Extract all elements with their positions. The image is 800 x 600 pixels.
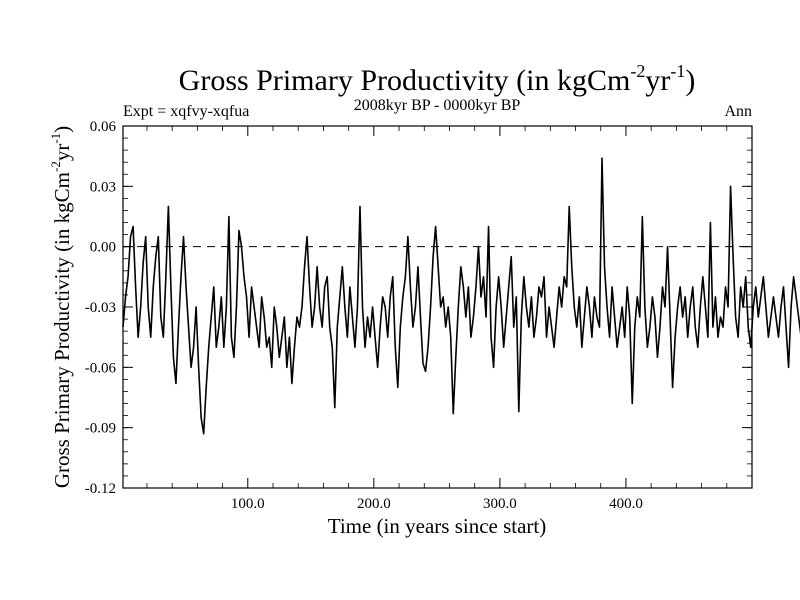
y-tick-label: 0.00: [90, 240, 116, 256]
x-tick-labels: 100.0 200.0 300.0 400.0: [231, 496, 643, 512]
y-tick-label: 0.06: [90, 119, 117, 135]
x-tick-label: 200.0: [357, 496, 391, 512]
y-tick-label: -0.12: [85, 481, 116, 497]
ylabel-sup2: -1: [48, 133, 63, 144]
title-end: ): [685, 64, 695, 97]
expt-label: Expt = xqfvy-xqfua: [123, 103, 249, 120]
season-label: Ann: [724, 103, 752, 120]
x-tick-label: 400.0: [609, 496, 643, 512]
ylabel-mid: yr: [50, 144, 74, 162]
title-mid: yr: [645, 64, 670, 97]
y-tick-label: -0.03: [85, 300, 116, 316]
chart-subtitle: 2008kyr BP - 0000kyr BP: [354, 97, 521, 114]
title-main: Gross Primary Productivity (in kgCm: [179, 64, 631, 97]
x-axis-label: Time (in years since start): [328, 514, 547, 538]
series-line-gpp: [122, 157, 800, 435]
axis-ticks: [123, 125, 752, 489]
title-sup2: -1: [670, 61, 685, 81]
y-tick-labels: -0.12 -0.09 -0.06 -0.03 0.00 0.03 0.06: [85, 119, 117, 497]
y-tick-label: -0.06: [85, 360, 117, 376]
chart-title: Gross Primary Productivity (in kgCm-2yr-…: [179, 61, 696, 97]
y-tick-label: -0.09: [85, 421, 116, 437]
y-tick-label: 0.03: [90, 179, 116, 195]
title-sup1: -2: [630, 61, 645, 81]
ylabel-main: Gross Primary Productivity (in kgCm: [50, 172, 74, 488]
x-tick-label: 300.0: [483, 496, 517, 512]
x-tick-label: 100.0: [231, 496, 265, 512]
ylabel-sup1: -2: [48, 161, 63, 172]
y-axis-label: Gross Primary Productivity (in kgCm-2yr-…: [48, 126, 74, 488]
ylabel-end: ): [50, 126, 74, 133]
plot-frame: [122, 125, 753, 489]
